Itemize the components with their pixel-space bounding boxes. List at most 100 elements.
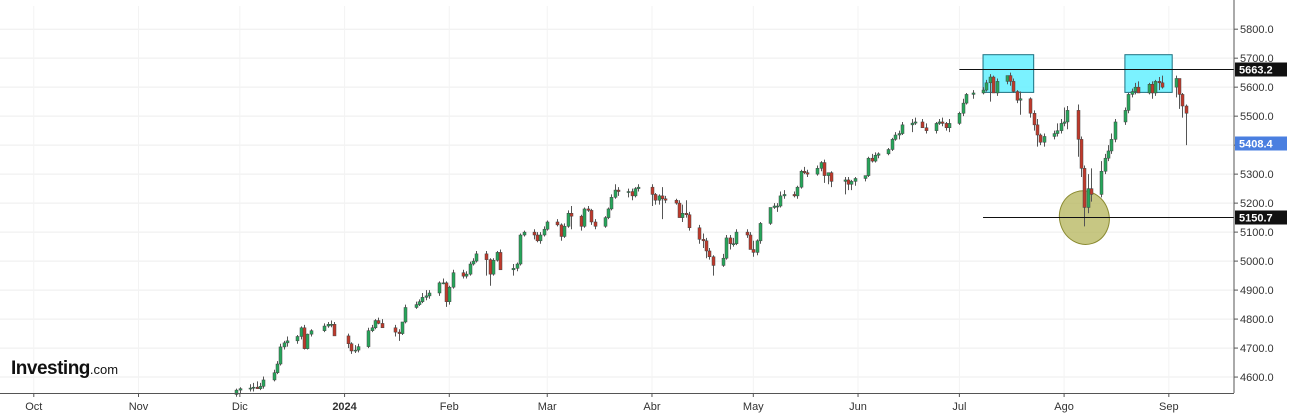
candle-body [518,234,523,265]
candle-body [1130,91,1135,95]
candle-body [1113,121,1118,140]
candle-body [1109,139,1114,152]
candle-body [593,221,598,227]
candle-body [380,323,385,329]
candle-body [400,321,405,334]
x-tick-label: 2024 [332,401,357,413]
x-tick-label: Sep [1159,401,1179,413]
candle-body [1099,170,1104,195]
candle-body [866,157,871,176]
candle-body [805,172,810,175]
candle-body [707,250,712,258]
candle-body [1160,82,1165,88]
candle-body [650,186,655,195]
y-tick-label: 5600.0 [1240,82,1274,94]
candle-body [940,121,945,124]
candle-body [728,237,733,244]
candle-body [616,189,621,192]
candle-body [913,121,918,124]
candle-body [697,227,702,240]
candle-body [349,343,354,352]
candle-body [886,149,891,155]
candle-body [663,198,668,201]
x-tick-label: Dic [232,401,248,413]
candle-body [468,263,473,275]
candle-body [1082,168,1087,208]
candle-body [397,331,402,334]
candle-body [261,379,266,387]
candle-body [657,195,662,201]
candle-body [876,153,881,156]
x-tick-label: Nov [129,401,149,413]
y-axis-ticks: 4600.0 4700.0 4800.0 4900.0 5000.0 5100.0 5200… [1234,24,1274,384]
candle-body [255,386,260,389]
candle-body [988,76,993,84]
candle-body [420,297,425,302]
candle-body [734,231,739,244]
candle-body [1079,139,1084,169]
candle-body [326,324,331,327]
candle-body [579,215,584,227]
candle-body [332,324,337,337]
candle-body [353,349,358,352]
candle-body [711,256,716,266]
candle-body [559,224,564,237]
candle-body [356,346,361,351]
candle-body [305,333,310,349]
highlight-zone [982,54,1035,93]
candle-body [393,327,398,333]
candle-body [302,327,307,349]
candle-body [522,231,527,236]
candle-body [1008,75,1013,82]
y-tick-label: 5000.0 [1240,256,1274,268]
candle-body [819,162,824,169]
candle-body [957,113,962,124]
candle-body [1018,98,1023,101]
candle-body [464,273,469,277]
price-badges: 5663.2 5150.7 5408.4 [1235,62,1287,225]
x-tick-label: Jul [952,401,966,413]
candle-body [1133,86,1138,92]
candle-body [414,304,419,308]
candle-body [586,208,591,211]
candle-body [792,194,797,197]
candle-body [535,234,540,242]
candle-body [562,226,567,237]
candle-body [721,257,726,266]
candle-body [687,214,692,229]
candle-body [846,179,851,185]
candle-body [437,282,442,294]
candle-body [1065,110,1070,123]
candle-body [441,282,446,285]
candle-body [1123,110,1128,123]
y-tick-label: 5300.0 [1240,169,1274,181]
candle-body [772,205,777,208]
candle-body [1076,110,1081,140]
candle-body [802,170,807,173]
candle-body [538,234,543,242]
y-tick-label: 5200.0 [1240,198,1274,210]
candle-body [778,195,783,207]
x-tick-label: Ago [1054,401,1074,413]
candle-body [1042,136,1047,143]
x-tick-label: Abr [643,401,660,413]
candle-body [278,346,283,365]
candle-body [1032,113,1037,126]
candle-body [613,189,618,198]
candle-body [1177,78,1182,95]
candle-body [532,231,537,236]
axes [0,0,1235,394]
candle-body [1062,121,1067,124]
candle-body [282,342,287,348]
candle-body [704,240,709,252]
candle-body [910,122,915,126]
candle-body [1180,94,1185,107]
candle-body [937,121,942,124]
candle-body [981,89,986,94]
candle-body [515,263,520,269]
candle-body [285,340,290,344]
candle-body [863,175,868,179]
candle-body [934,123,939,131]
y-tick-label: 5700.0 [1240,53,1274,65]
candle-body [417,301,422,305]
